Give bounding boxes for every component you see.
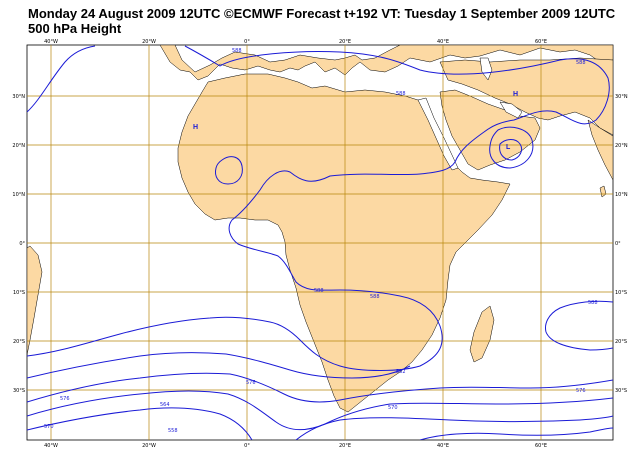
contour-line xyxy=(489,126,534,169)
pressure-centers: H H L xyxy=(193,91,518,151)
contour-line xyxy=(27,372,613,403)
lat-label: 20°S xyxy=(13,339,25,345)
contour-line xyxy=(27,407,253,440)
lat-label: 30°S xyxy=(615,388,627,394)
lon-label: 20°W xyxy=(142,443,156,449)
india-landmass xyxy=(587,119,613,181)
arabia-landmass xyxy=(439,89,541,171)
lon-label: 20°E xyxy=(339,443,351,449)
contour-line xyxy=(215,156,243,185)
lat-label: 10°S xyxy=(615,290,627,296)
lon-label: 0° xyxy=(244,39,250,45)
longitude-labels-top: 40°W 20°W 0° 20°E 40°E 60°E xyxy=(44,39,547,45)
contour-line xyxy=(27,45,610,371)
low-pressure-marker: L xyxy=(506,144,511,151)
contour-line xyxy=(499,139,523,161)
lat-label: 10°N xyxy=(12,192,25,198)
contour-line xyxy=(295,415,613,440)
lon-label: 40°W xyxy=(44,443,58,449)
water-bodies xyxy=(417,57,523,171)
contour-label: 588 xyxy=(370,294,380,300)
contour-line xyxy=(27,45,96,113)
high-pressure-marker: H xyxy=(513,91,518,98)
europe-landmass xyxy=(159,45,613,81)
red-sea xyxy=(417,97,459,171)
contour-label: 564 xyxy=(160,402,170,408)
lat-label: 20°S xyxy=(615,339,627,345)
lat-label: 0° xyxy=(19,241,25,247)
contour-line xyxy=(27,352,411,379)
high-pressure-marker: H xyxy=(193,124,198,131)
contour-line xyxy=(27,390,613,431)
lat-label: 10°S xyxy=(13,290,25,296)
madagascar-landmass xyxy=(469,305,495,363)
lon-label: 20°W xyxy=(142,39,156,45)
lon-label: 40°W xyxy=(44,39,58,45)
contour-label: 588 xyxy=(576,60,586,66)
lon-label: 40°E xyxy=(437,443,449,449)
lat-label: 30°S xyxy=(13,388,25,394)
latitude-labels-right: 30°N 20°N 10°N 0° 10°S 20°S 30°S xyxy=(615,94,628,394)
map-subtitle: 500 hPa Height xyxy=(28,21,122,36)
south-america-landmass xyxy=(27,245,43,356)
contour-label: 582 xyxy=(396,369,406,375)
graticule xyxy=(27,45,613,440)
lat-label: 10°N xyxy=(615,192,628,198)
contour-label: 558 xyxy=(168,428,178,434)
map-title: Monday 24 August 2009 12UTC ©ECMWF Forec… xyxy=(28,6,616,21)
contour-label: 576 xyxy=(60,396,70,402)
lon-label: 60°E xyxy=(535,443,547,449)
lat-label: 20°N xyxy=(12,143,25,149)
longitude-labels-bottom: 40°W 20°W 0° 20°E 40°E 60°E xyxy=(44,443,547,449)
contour-label: 588 xyxy=(314,288,324,294)
contour-label: 588 xyxy=(232,48,242,54)
middle-east-landmass xyxy=(439,57,613,136)
contour-line xyxy=(545,300,613,351)
persian-gulf xyxy=(499,101,523,119)
contour-label: 588 xyxy=(588,300,598,306)
caspian-sea xyxy=(479,57,493,81)
lat-label: 20°N xyxy=(615,143,628,149)
lon-label: 20°E xyxy=(339,39,351,45)
contour-label: 576 xyxy=(246,380,256,386)
contour-label: 576 xyxy=(576,388,586,394)
contour-label: 588 xyxy=(396,91,406,97)
contour-labels: 588 588 588 588 588 588 582 576 576 576 … xyxy=(44,48,598,434)
latitude-labels-left: 30°N 20°N 10°N 0° 10°S 20°S 30°S xyxy=(12,94,25,394)
lat-label: 30°N xyxy=(615,94,628,100)
lat-label: 0° xyxy=(615,241,621,247)
contour-label: 570 xyxy=(44,424,54,430)
contour-label: 570 xyxy=(388,405,398,411)
lon-label: 60°E xyxy=(535,39,547,45)
contour-line xyxy=(419,427,613,440)
height-contours xyxy=(27,45,613,440)
lon-label: 0° xyxy=(244,443,250,449)
lat-label: 30°N xyxy=(12,94,25,100)
lon-label: 40°E xyxy=(437,39,449,45)
